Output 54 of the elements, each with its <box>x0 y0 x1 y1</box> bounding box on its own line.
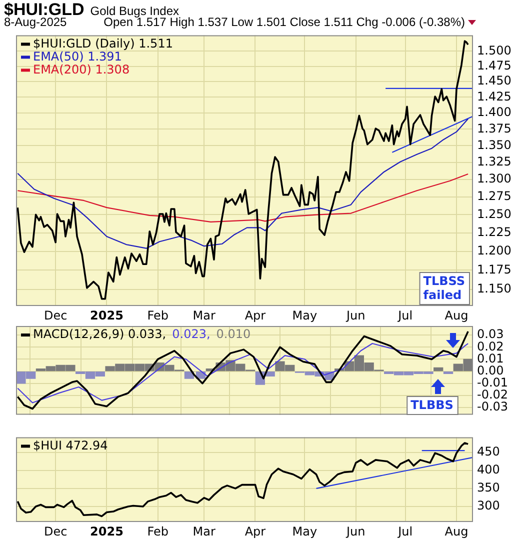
y-tick-label: 1.350 <box>477 138 512 152</box>
annotation: TLBSS failed <box>423 274 466 302</box>
y-tick-label: 1.375 <box>477 121 512 136</box>
y-tick-label: 1.200 <box>477 243 512 258</box>
legend-label: EMA(200) 1.308 <box>33 62 130 76</box>
x-tick-label: Apr <box>244 308 266 322</box>
y-tick-label: 1.400 <box>477 105 512 120</box>
x-tick-label: 2025 <box>90 524 124 538</box>
y-tick-label: 0.00 <box>477 363 504 378</box>
y-tick-label: 1.250 <box>477 206 512 221</box>
y-tick-label: 1.300 <box>477 172 512 186</box>
x-tick-label: Feb <box>147 308 169 322</box>
x-tick-label: May <box>292 524 318 538</box>
x-tick-label: Dec <box>44 308 68 322</box>
y-tick-label: 1.275 <box>477 189 512 204</box>
y-tick-label: 1.425 <box>477 89 512 104</box>
x-tick-label: Mar <box>192 308 216 322</box>
y-tick-label: 0.03 <box>477 327 504 342</box>
legend-label: $HUI:GLD (Daily) 1.511 <box>33 36 173 50</box>
y-tick-label: -0.03 <box>477 400 508 414</box>
y-tick-label: 1.150 <box>477 282 512 296</box>
y-tick-label: 1.325 <box>477 154 512 169</box>
x-tick-label: Feb <box>147 524 169 538</box>
y-tick-label: 350 <box>477 480 500 495</box>
y-tick-label: 1.175 <box>477 262 512 276</box>
legend-label: $HUI 472.94 <box>33 438 108 452</box>
chart-subtitle: Gold Bugs Index <box>90 4 180 18</box>
y-tick-label: 1.475 <box>477 58 512 72</box>
y-tick-label: 450 <box>477 444 500 458</box>
annotation: TLBBS <box>410 398 454 412</box>
series-label: 0.010 <box>216 327 251 342</box>
y-tick-label: 0.01 <box>477 351 504 366</box>
legend-label: EMA(50) 1.391 <box>33 49 122 64</box>
x-tick-label: Dec <box>44 524 68 538</box>
x-tick-label: Apr <box>244 524 266 538</box>
series-label: 0.023, <box>172 327 210 342</box>
y-tick-label: -0.02 <box>477 388 508 402</box>
y-tick-label: 400 <box>477 462 500 477</box>
x-tick-label: Aug <box>444 524 468 538</box>
y-tick-label: 0.02 <box>477 339 504 354</box>
x-tick-label: Jul <box>397 524 413 538</box>
legend-label: MACD(12,26,9) 0.033, <box>33 327 166 342</box>
y-tick-label: 1.225 <box>477 224 512 239</box>
x-tick-label: May <box>292 308 318 322</box>
x-tick-label: Jun <box>345 524 366 538</box>
y-tick-label: -0.01 <box>477 376 508 390</box>
x-tick-label: 2025 <box>90 308 124 322</box>
x-tick-label: Aug <box>444 308 468 322</box>
x-tick-label: Mar <box>192 524 216 538</box>
y-tick-label: 300 <box>477 498 500 513</box>
y-tick-label: 1.450 <box>477 74 512 88</box>
y-tick-label: 1.500 <box>477 43 512 58</box>
x-tick-label: Jul <box>397 308 413 322</box>
x-tick-label: Jun <box>345 308 366 322</box>
